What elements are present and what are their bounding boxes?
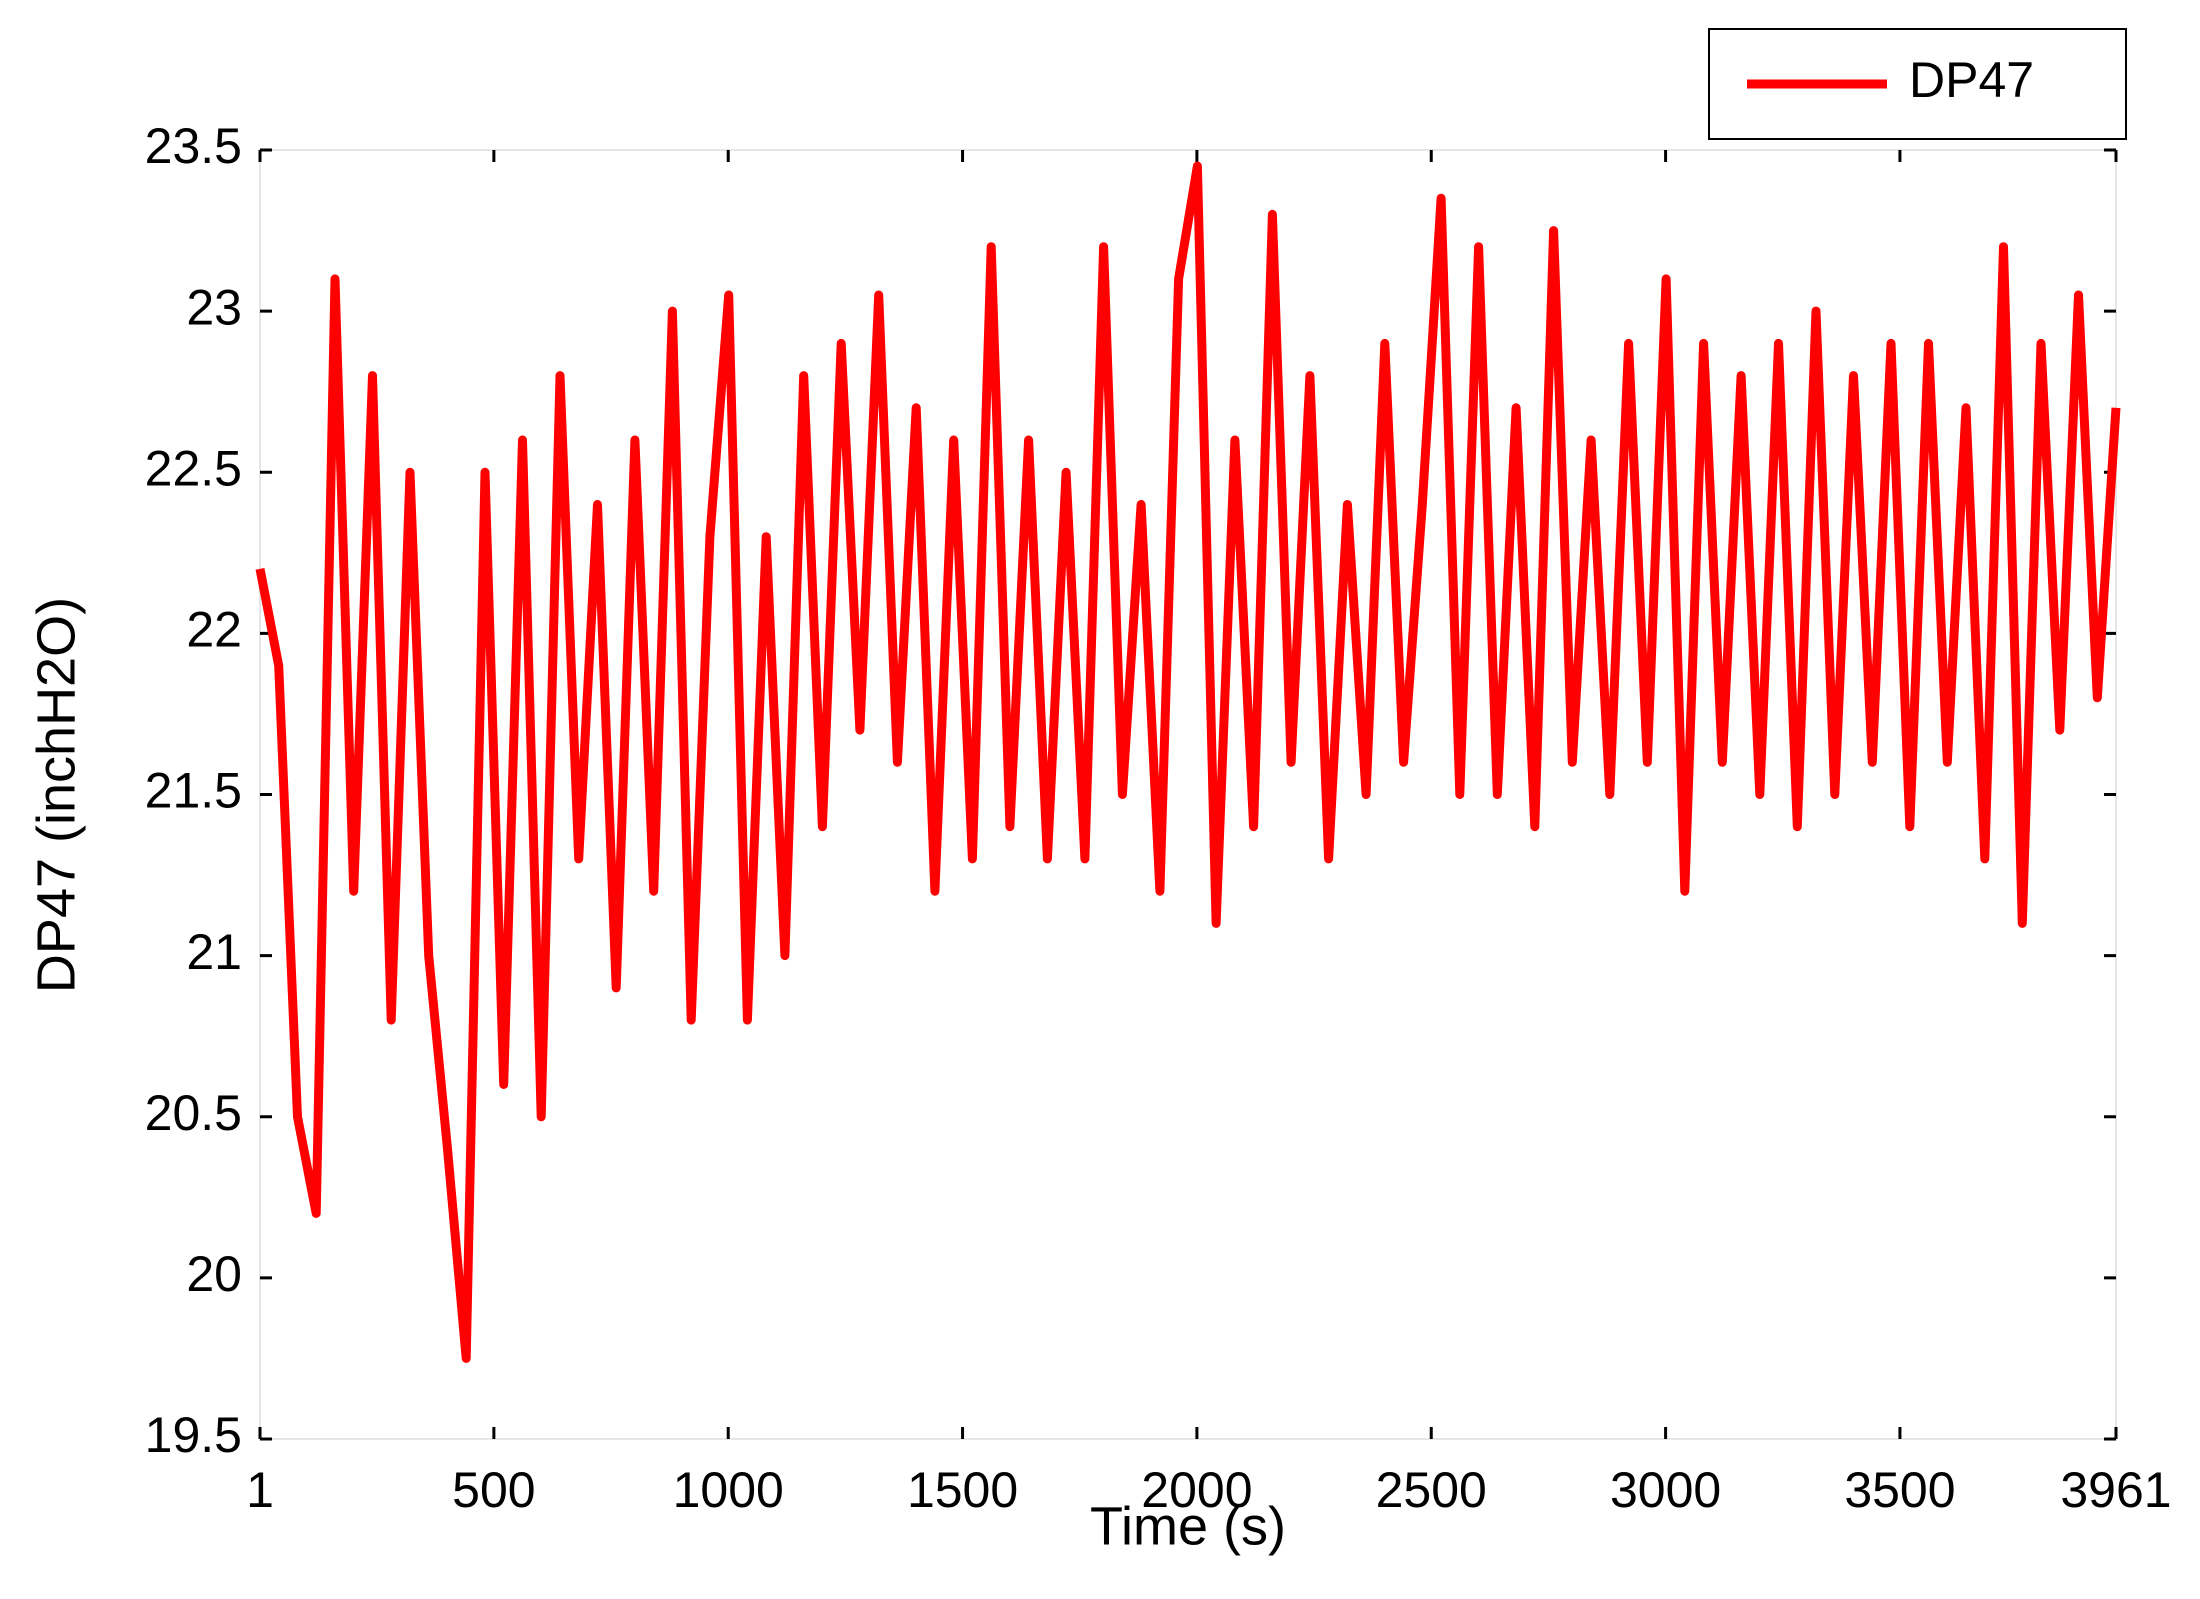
y-tick-label: 20	[186, 1246, 242, 1302]
x-tick-label: 3961	[2060, 1462, 2171, 1518]
x-tick-label: 3500	[1844, 1462, 1955, 1518]
x-tick-label: 2000	[1141, 1462, 1252, 1518]
y-tick-label: 23.5	[145, 118, 242, 174]
x-tick-label: 3000	[1610, 1462, 1721, 1518]
legend-label: DP47	[1909, 52, 2034, 108]
y-tick-label: 22	[186, 602, 242, 658]
x-tick-label: 2500	[1376, 1462, 1487, 1518]
x-tick-label: 500	[452, 1462, 535, 1518]
x-tick-label: 1500	[907, 1462, 1018, 1518]
data-line	[255, 161, 2121, 1363]
x-tick-label: 1000	[673, 1462, 784, 1518]
y-tick-label: 22.5	[145, 440, 242, 496]
y-tick-label: 21.5	[145, 763, 242, 819]
plot-area	[259, 149, 2117, 1440]
x-axis-label: Time (s)	[1090, 1496, 1286, 1556]
y-tick-label: 21	[186, 924, 242, 980]
x-tick-label: 1	[246, 1462, 274, 1518]
y-axis-label: DP47 (inchH2O)	[26, 597, 86, 993]
y-tick-label: 23	[186, 279, 242, 335]
y-tick-label: 19.5	[145, 1407, 242, 1463]
y-tick-label: 20.5	[145, 1085, 242, 1141]
